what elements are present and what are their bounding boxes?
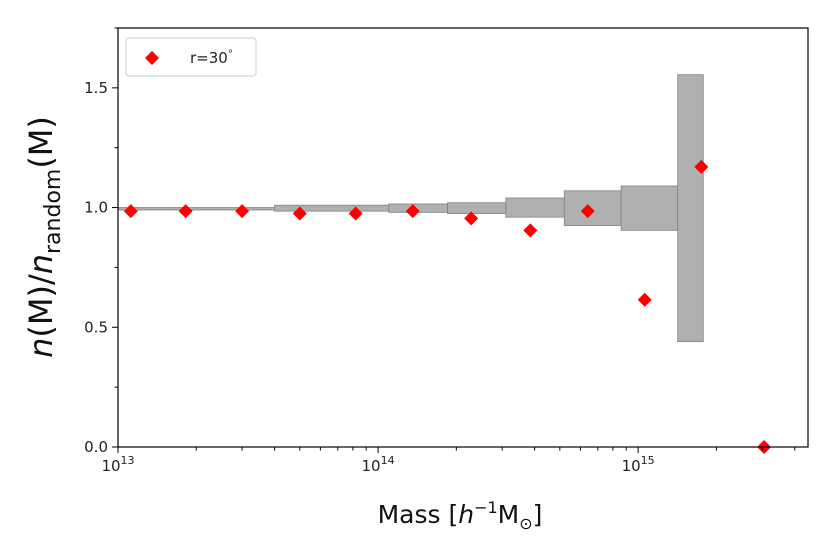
y-axis-label: n(M)/nrandom(M) [22,116,66,358]
data-point [694,159,709,174]
data-point [348,206,363,221]
data-point [235,204,250,219]
data-point [123,204,138,219]
x-tick-label: 1013 [101,454,134,475]
y-ticks: 0.0 0.5 1.0 1.5 [84,27,118,456]
data-point [405,204,420,219]
x-tick-label: 1014 [362,454,395,475]
data-point [523,223,538,238]
y-tick-label: 1.5 [84,79,108,97]
legend-label: r=30° [190,49,233,67]
band-step [620,185,679,231]
data-point [637,292,652,307]
legend-marker [145,51,159,65]
data-point [178,204,193,219]
data-points [123,159,772,454]
band-step [505,197,565,218]
data-point [464,211,479,226]
band-step [447,202,507,214]
data-point [580,204,595,219]
x-tick-label: 1015 [622,454,655,475]
band-step [117,207,275,211]
band-step [274,204,390,212]
x-axis-label: Mass [h−1M⊙] [378,498,543,533]
uncertainty-band [117,74,704,343]
y-tick-label: 0.5 [84,318,108,336]
y-tick-label: 0.0 [84,438,108,456]
data-point [292,206,307,221]
y-tick-label: 1.0 [84,199,108,217]
band-step [677,74,704,343]
band-step [563,190,622,226]
legend-box [125,37,257,77]
plot-frame [117,27,809,448]
legend: r=30° [125,37,257,77]
x-ticks: 1013 1014 1015 [101,447,796,475]
